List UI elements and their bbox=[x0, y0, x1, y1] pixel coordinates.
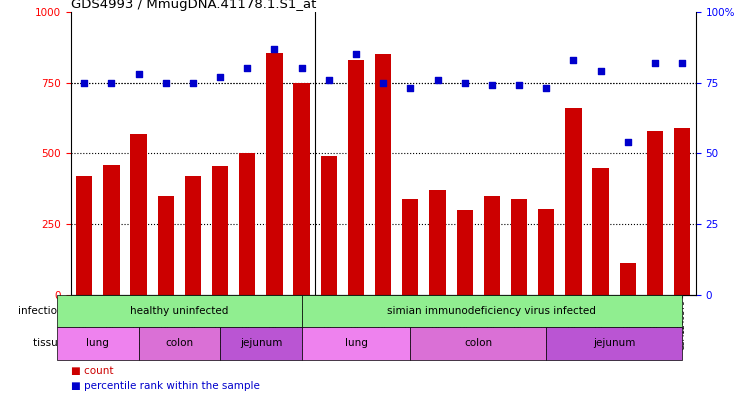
Text: lung: lung bbox=[86, 338, 109, 349]
Text: ▶: ▶ bbox=[67, 340, 72, 347]
Point bbox=[594, 68, 606, 74]
Bar bbox=[185, 176, 201, 295]
Point bbox=[513, 82, 525, 88]
Bar bbox=[620, 263, 636, 295]
Point bbox=[377, 79, 389, 86]
Text: GDS4993 / MmugDNA.41178.1.S1_at: GDS4993 / MmugDNA.41178.1.S1_at bbox=[71, 0, 316, 11]
Point bbox=[649, 60, 661, 66]
Bar bbox=[538, 209, 554, 295]
Bar bbox=[293, 83, 310, 295]
Bar bbox=[158, 196, 174, 295]
Bar bbox=[348, 60, 364, 295]
Bar bbox=[647, 131, 663, 295]
Text: colon: colon bbox=[165, 338, 193, 349]
Text: ■ count: ■ count bbox=[71, 366, 113, 376]
Bar bbox=[674, 128, 690, 295]
Bar bbox=[457, 210, 473, 295]
Point bbox=[459, 79, 471, 86]
Point bbox=[214, 74, 226, 80]
Point bbox=[676, 60, 688, 66]
Point bbox=[132, 71, 144, 77]
Bar bbox=[375, 54, 391, 295]
Text: jejunum: jejunum bbox=[593, 338, 635, 349]
Bar bbox=[76, 176, 92, 295]
Bar bbox=[565, 108, 582, 295]
Point bbox=[350, 51, 362, 57]
Text: lung: lung bbox=[344, 338, 368, 349]
Text: tissue: tissue bbox=[33, 338, 67, 349]
Point bbox=[323, 77, 335, 83]
Bar bbox=[511, 199, 527, 295]
Bar bbox=[212, 166, 228, 295]
Bar bbox=[429, 190, 446, 295]
Text: ■ percentile rank within the sample: ■ percentile rank within the sample bbox=[71, 381, 260, 391]
Text: jejunum: jejunum bbox=[240, 338, 282, 349]
Bar bbox=[592, 168, 609, 295]
Point bbox=[295, 65, 307, 72]
Point bbox=[160, 79, 172, 86]
Point bbox=[187, 79, 199, 86]
Point bbox=[78, 79, 90, 86]
Point bbox=[622, 139, 634, 145]
Point bbox=[568, 57, 580, 63]
Point bbox=[269, 46, 280, 52]
Bar bbox=[130, 134, 147, 295]
Bar bbox=[321, 156, 337, 295]
Text: colon: colon bbox=[464, 338, 493, 349]
Point bbox=[486, 82, 498, 88]
Point bbox=[540, 85, 552, 92]
Text: simian immunodeficiency virus infected: simian immunodeficiency virus infected bbox=[388, 306, 596, 316]
Point bbox=[432, 77, 443, 83]
Bar bbox=[484, 196, 500, 295]
Point bbox=[241, 65, 253, 72]
Point bbox=[405, 85, 417, 92]
Bar bbox=[266, 53, 283, 295]
Text: healthy uninfected: healthy uninfected bbox=[130, 306, 228, 316]
Bar bbox=[103, 165, 120, 295]
Bar bbox=[239, 153, 255, 295]
Text: ▶: ▶ bbox=[67, 308, 72, 314]
Point bbox=[106, 79, 118, 86]
Bar bbox=[403, 199, 418, 295]
Text: infection: infection bbox=[18, 306, 67, 316]
